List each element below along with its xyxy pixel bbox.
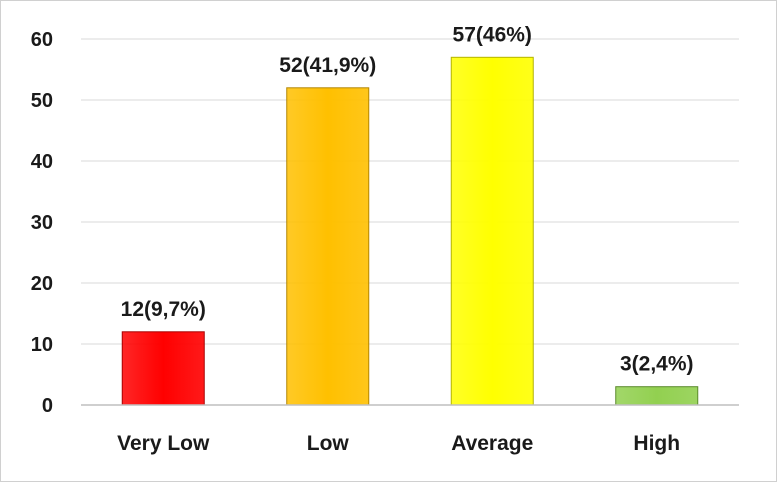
y-tick-label: 40 [31, 151, 53, 173]
y-tick-label: 0 [42, 395, 53, 417]
y-tick-label: 10 [31, 334, 53, 356]
data-label: 52(41,9%) [279, 54, 376, 77]
y-tick-label: 20 [31, 273, 53, 295]
x-category-label: Low [307, 432, 350, 455]
data-label: 3(2,4%) [620, 353, 694, 376]
bar-high [615, 386, 699, 406]
bar-average [450, 56, 534, 406]
data-label: 12(9,7%) [121, 298, 206, 321]
x-category-label: High [633, 432, 680, 455]
x-category-label: Average [451, 432, 533, 455]
y-axis-tick-labels: 0 10 20 30 40 50 60 [31, 29, 53, 417]
x-category-label: Very Low [117, 432, 210, 455]
bar-very-low [121, 331, 205, 406]
gridlines [81, 38, 739, 345]
x-axis-category-labels: Very Low Low Average High [117, 432, 680, 455]
y-tick-label: 50 [31, 90, 53, 112]
y-tick-label: 60 [31, 29, 53, 51]
data-label: 57(46%) [453, 23, 532, 46]
bars [121, 56, 699, 406]
data-labels: 12(9,7%) 52(41,9%) 57(46%) 3(2,4%) [121, 23, 694, 375]
y-tick-label: 30 [31, 212, 53, 234]
bar-low [286, 87, 370, 406]
